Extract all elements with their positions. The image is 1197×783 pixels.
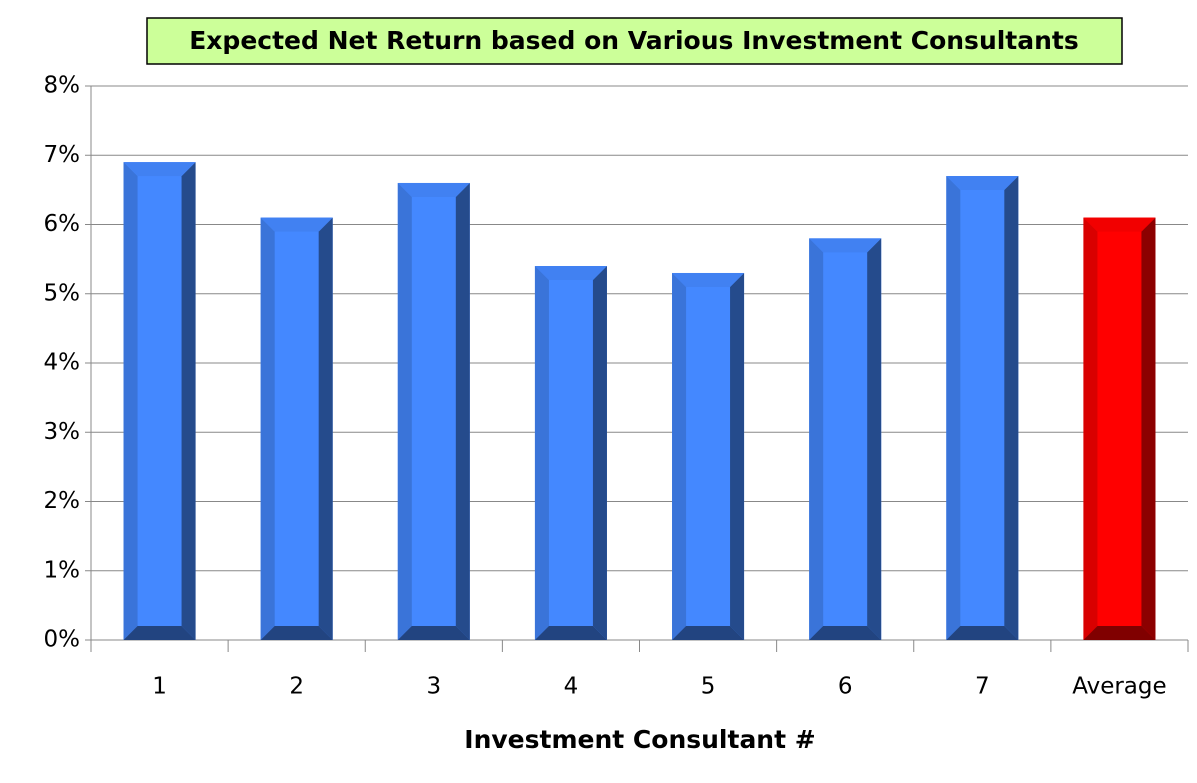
bar-bevel xyxy=(181,162,196,641)
bar-bevel xyxy=(946,626,1019,640)
y-tick-label: 0% xyxy=(44,627,81,653)
y-tick-label: 4% xyxy=(44,350,81,376)
y-tick-label: 6% xyxy=(44,211,81,237)
y-tick-label: 3% xyxy=(44,419,81,445)
x-tick-label: 5 xyxy=(701,674,716,700)
x-tick-label: 1 xyxy=(152,674,167,700)
x-tick-label: 2 xyxy=(289,674,304,700)
bar-bevel xyxy=(809,626,882,640)
bar-bevel xyxy=(946,176,961,640)
x-axis-label: Investment Consultant # xyxy=(464,725,815,754)
bar-bevel xyxy=(946,176,1019,191)
bar-bevel xyxy=(809,238,824,640)
chart-title: Expected Net Return based on Various Inv… xyxy=(189,26,1079,55)
bar-bevel xyxy=(397,182,470,197)
bar-bevel xyxy=(397,182,412,640)
x-tick-label: 7 xyxy=(975,674,990,700)
bar-bevel xyxy=(534,266,607,281)
x-tick-label: 6 xyxy=(838,674,853,700)
bar-bevel xyxy=(809,238,882,253)
bar-bevel xyxy=(260,217,333,232)
bar-bevel xyxy=(1004,176,1019,640)
bar-bevel xyxy=(1083,217,1156,232)
y-tick-label: 7% xyxy=(44,142,81,168)
bar-bevel xyxy=(534,626,607,640)
bar-bevel xyxy=(318,217,333,640)
y-tick-label: 2% xyxy=(44,488,81,514)
bar-bevel xyxy=(123,162,138,641)
y-tick-label: 1% xyxy=(44,557,81,583)
bar-bevel xyxy=(1083,217,1098,640)
bar-bevel xyxy=(592,266,607,640)
bar-bevel xyxy=(260,217,275,640)
y-tick-label: 8% xyxy=(44,73,81,99)
title-box xyxy=(146,17,1123,65)
y-tick-label: 5% xyxy=(44,280,81,306)
bar-bevel xyxy=(123,162,196,177)
bar-bevel xyxy=(672,626,745,640)
bar-bevel xyxy=(455,182,470,640)
bar-bevel xyxy=(260,626,333,640)
bar-bevel xyxy=(730,272,745,640)
bar-bevel xyxy=(867,238,882,640)
x-tick-label: 4 xyxy=(564,674,579,700)
bar-bevel xyxy=(672,272,687,640)
bar-bevel xyxy=(397,626,470,640)
x-tick-label: Average xyxy=(1072,674,1166,700)
bar-bevel xyxy=(1141,217,1156,640)
bar-bevel xyxy=(123,626,196,640)
bar-bevel xyxy=(534,266,549,640)
bar-bevel xyxy=(672,272,745,287)
x-tick-label: 3 xyxy=(426,674,441,700)
bar-bevel xyxy=(1083,626,1156,640)
